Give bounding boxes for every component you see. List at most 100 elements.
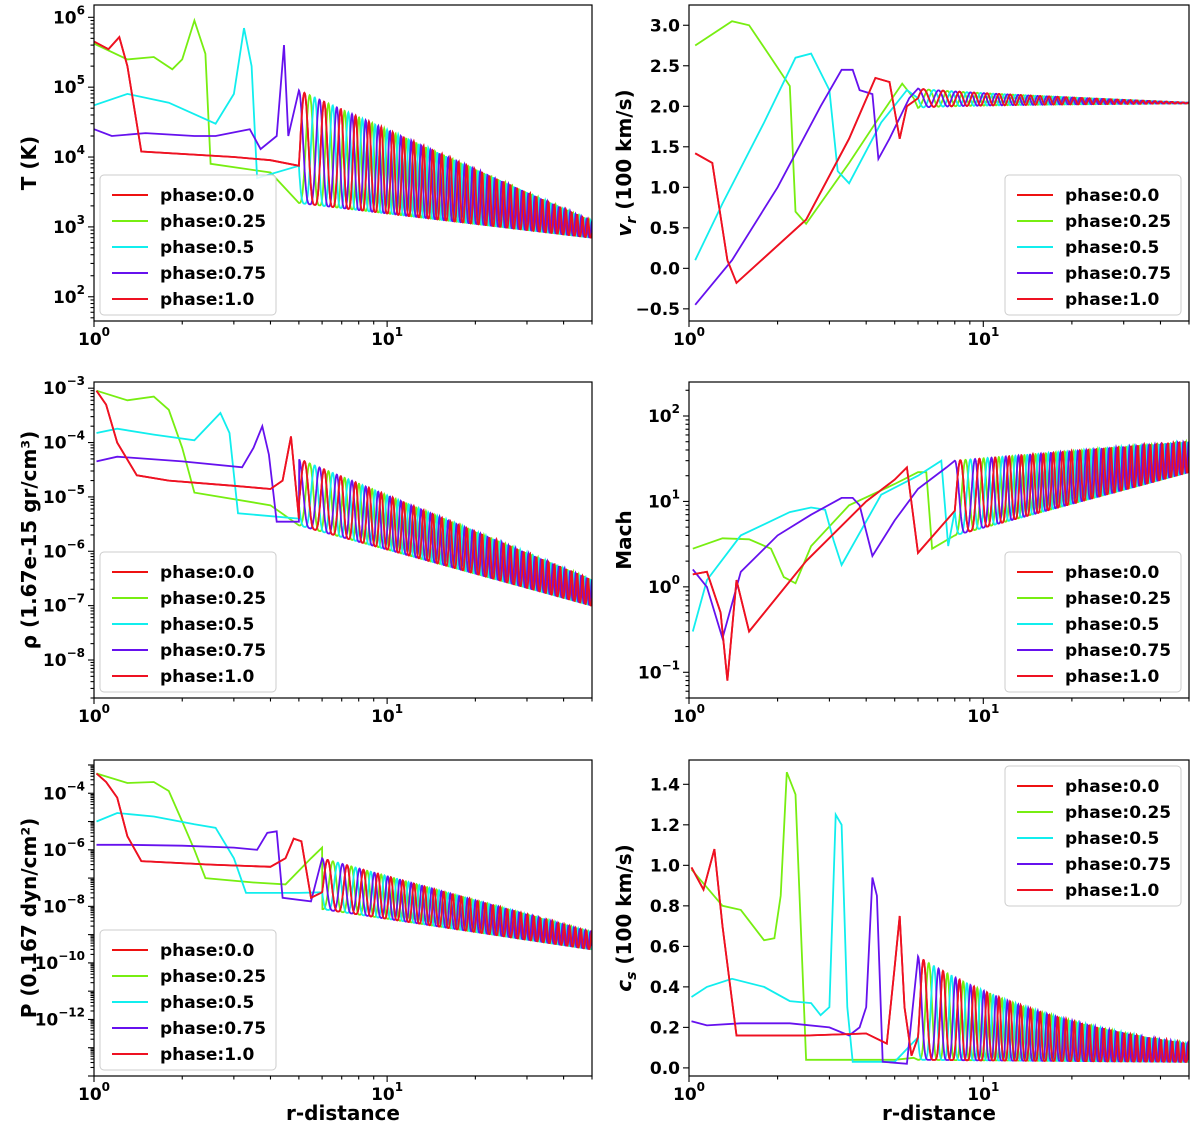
legend-box <box>1004 174 1182 316</box>
legend-label: phase:1.0 <box>160 290 254 310</box>
series-line-phase-0-75 <box>96 423 592 606</box>
y-tick-label: 0.8 <box>650 897 680 917</box>
legend-label: phase:0.0 <box>160 563 254 583</box>
x-tick-label: 100 <box>673 702 705 727</box>
plot-frame <box>93 4 593 322</box>
y-tick-label: 2.0 <box>650 97 680 117</box>
legend-label: phase:0.0 <box>160 941 254 961</box>
legend-label: phase:0.75 <box>160 264 266 284</box>
legend-box <box>1004 551 1182 693</box>
y-tick-label: 0.6 <box>650 937 680 957</box>
series-line-phase-1-0 <box>94 35 592 239</box>
panel-vr: 100 101 −0.5 0.0 0.5 1.0 1.5 2.0 2.5 3.0 vr (100 k… <box>612 4 1190 350</box>
panel-mach: 100 101 10−1 100 101 102 Mach phase:0.0 phase:0.… <box>612 381 1190 727</box>
legend-label: phase:0.5 <box>1065 615 1159 635</box>
legend-box <box>1004 765 1182 907</box>
y-tick-label: 1.2 <box>650 816 680 836</box>
legend-label: phase:1.0 <box>1065 290 1159 310</box>
y-tick-label: 10−8 <box>43 646 85 671</box>
y-axis-label: vr (100 km/s) <box>612 89 640 236</box>
legend-label: phase:0.5 <box>160 615 254 635</box>
y-tick-label: 10−8 <box>43 892 85 917</box>
y-tick-label: 100 <box>648 573 680 598</box>
legend: phase:0.0 phase:0.25 phase:0.5 phase:0.75 ph… <box>99 929 277 1071</box>
legend-label: phase:0.25 <box>160 967 266 987</box>
x-axis-label: r-distance <box>286 1101 400 1125</box>
legend-label: phase:0.0 <box>1065 777 1159 797</box>
legend-label: phase:0.0 <box>160 186 254 206</box>
y-axis-label: cs (100 km/s) <box>612 844 640 992</box>
series-line-phase-1-0 <box>694 76 1189 285</box>
y-tick-label: 101 <box>648 487 680 512</box>
series-line-phase-1-0 <box>692 440 1189 681</box>
y-tick-label: 10−4 <box>43 429 85 454</box>
y-tick-label: 10−6 <box>43 836 85 861</box>
y-tick-label: 10−1 <box>638 658 680 683</box>
legend-label: phase:0.25 <box>1065 803 1171 823</box>
x-axis-label: r-distance <box>882 1101 996 1125</box>
series-line-phase-1-0 <box>690 848 1189 1063</box>
plot-frame <box>93 381 593 699</box>
legend-label: phase:0.25 <box>160 589 266 609</box>
legend-label: phase:0.25 <box>1065 212 1171 232</box>
y-axis-label: P (0.167 dyn/cm²) <box>17 818 41 1018</box>
legend-label: phase:0.75 <box>160 641 266 661</box>
series-line-phase-0-75 <box>694 68 1189 306</box>
y-tick-label: 10−10 <box>35 949 85 974</box>
y-tick-label: 104 <box>53 143 85 168</box>
legend-label: phase:0.75 <box>1065 264 1171 284</box>
legend-label: phase:1.0 <box>160 667 254 687</box>
legend-label: phase:0.0 <box>1065 186 1159 206</box>
y-tick-label: 1.4 <box>650 775 680 795</box>
y-tick-label: 1.0 <box>650 178 680 198</box>
x-tick-label: 101 <box>371 325 403 350</box>
y-tick-label: 102 <box>53 283 85 308</box>
y-tick-label: 102 <box>648 402 680 427</box>
y-tick-label: 10−7 <box>43 592 85 617</box>
y-tick-label: 1.5 <box>650 138 680 158</box>
legend-label: phase:0.5 <box>1065 829 1159 849</box>
y-tick-label: 0.2 <box>650 1018 680 1038</box>
y-axis-label: T (K) <box>17 136 41 190</box>
y-tick-label: 10−4 <box>43 779 85 804</box>
y-tick-label: 0.4 <box>650 978 680 998</box>
x-tick-label: 100 <box>78 702 110 727</box>
x-tick-label: 100 <box>673 325 705 350</box>
legend-label: phase:0.0 <box>1065 563 1159 583</box>
panel-cs: 100 101 0.0 0.2 0.4 0.6 0.8 1.0 1.2 1.4 cs (100 km… <box>612 759 1190 1125</box>
y-tick-label: 10−5 <box>43 483 85 508</box>
y-tick-label: 105 <box>53 73 85 98</box>
panel-rho: 100 101 10−8 10−7 10−6 10−5 10−4 10−3 ρ (1.67e-1… <box>17 374 593 727</box>
series-line-phase-1-0 <box>95 772 592 950</box>
legend: phase:0.0 phase:0.25 phase:0.5 phase:0.75 ph… <box>99 174 277 316</box>
legend-box <box>99 929 277 1071</box>
y-tick-label: −0.5 <box>636 300 680 320</box>
y-tick-label: 10−6 <box>43 537 85 562</box>
legend-label: phase:0.75 <box>1065 641 1171 661</box>
legend-label: phase:1.0 <box>1065 881 1159 901</box>
y-axis-label: ρ (1.67e-15 gr/cm³) <box>17 431 41 650</box>
x-tick-label: 100 <box>673 1080 705 1105</box>
legend-label: phase:1.0 <box>160 1045 254 1065</box>
legend-box <box>99 174 277 316</box>
series-line-phase-1-0 <box>95 390 592 607</box>
x-tick-label: 101 <box>967 702 999 727</box>
series-line-phase-0-75 <box>94 45 592 239</box>
y-tick-label: 103 <box>53 213 85 238</box>
x-tick-label: 101 <box>371 1080 403 1105</box>
legend-label: phase:0.25 <box>1065 589 1171 609</box>
y-axis-label: Mach <box>612 510 636 570</box>
legend-box <box>99 551 277 693</box>
y-tick-label: 1.0 <box>650 856 680 876</box>
legend: phase:0.0 phase:0.25 phase:0.5 phase:0.75 ph… <box>99 551 277 693</box>
legend-label: phase:0.75 <box>1065 855 1171 875</box>
plot-frame <box>688 4 1190 322</box>
legend-label: phase:0.5 <box>1065 238 1159 258</box>
x-tick-label: 100 <box>78 1080 110 1105</box>
x-tick-label: 101 <box>967 1080 999 1105</box>
legend: phase:0.0 phase:0.25 phase:0.5 phase:0.75 ph… <box>1004 765 1182 907</box>
legend: phase:0.0 phase:0.25 phase:0.5 phase:0.75 ph… <box>1004 551 1182 693</box>
legend-label: phase:0.25 <box>160 212 266 232</box>
y-tick-label: 2.5 <box>650 57 680 77</box>
